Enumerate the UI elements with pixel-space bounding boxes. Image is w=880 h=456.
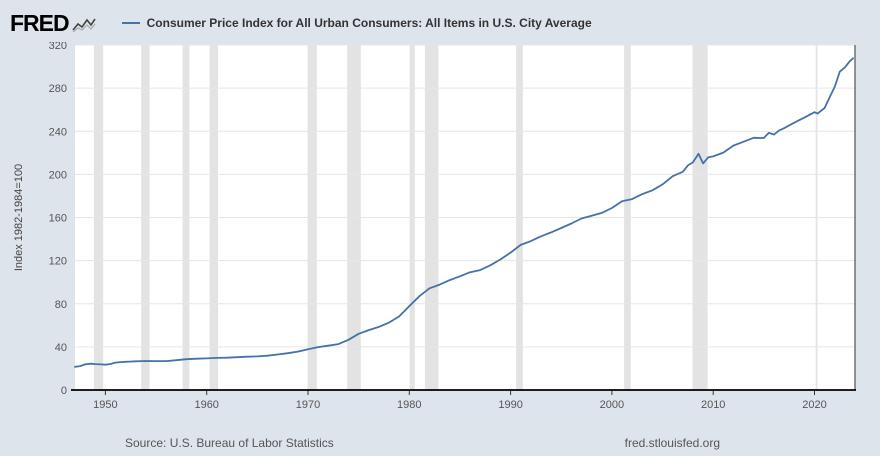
svg-text:80: 80 <box>55 299 67 311</box>
svg-text:200: 200 <box>49 169 67 181</box>
chart-header: FRED Consumer Price Index for All Urban … <box>10 6 870 40</box>
svg-text:2010: 2010 <box>701 399 725 411</box>
svg-text:240: 240 <box>49 126 67 138</box>
sparkline-icon <box>72 18 96 32</box>
cpi-series-line[interactable] <box>74 57 854 368</box>
fred-logo-text: FRED <box>10 9 70 36</box>
fred-site-link[interactable]: fred.stlouisfed.org <box>624 436 720 450</box>
svg-text:160: 160 <box>49 213 67 225</box>
svg-text:2020: 2020 <box>802 399 826 411</box>
series-line-marker <box>121 22 140 24</box>
series-legend-label: Consumer Price Index for All Urban Consu… <box>146 16 592 30</box>
source-attribution: Source: U.S. Bureau of Labor Statistics <box>125 436 334 450</box>
svg-text:1990: 1990 <box>498 399 522 411</box>
y-axis-title: Index 1982-1984=100 <box>13 164 25 271</box>
svg-text:1950: 1950 <box>93 399 117 411</box>
gridlines <box>75 44 855 348</box>
y-axis-labels: 0 40 80 120 160 200 240 280 320 <box>49 42 67 397</box>
svg-text:2000: 2000 <box>600 399 624 411</box>
svg-text:40: 40 <box>55 342 67 354</box>
svg-text:0: 0 <box>61 385 67 397</box>
svg-text:1970: 1970 <box>296 399 320 411</box>
svg-text:320: 320 <box>49 42 67 52</box>
x-axis-labels: 1950 1960 1970 1980 1990 2000 2010 2020 <box>93 390 827 411</box>
svg-text:120: 120 <box>49 256 67 268</box>
svg-text:280: 280 <box>49 83 67 95</box>
svg-text:1960: 1960 <box>194 399 218 411</box>
chart-footer: Source: U.S. Bureau of Labor Statistics … <box>0 436 880 450</box>
fred-logo[interactable]: FRED <box>10 9 96 36</box>
svg-text:1980: 1980 <box>397 399 421 411</box>
chart-legend: Consumer Price Index for All Urban Consu… <box>121 16 592 30</box>
